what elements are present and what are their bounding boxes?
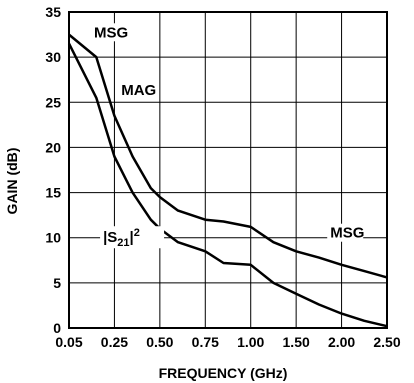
y-tick-label: 35 bbox=[45, 4, 61, 20]
plot-frame bbox=[68, 11, 388, 329]
x-tick-label: 2.50 bbox=[373, 334, 400, 350]
x-tick-label: 1.50 bbox=[283, 334, 310, 350]
series-line bbox=[67, 43, 388, 328]
x-axis-label: FREQUENCY (GHz) bbox=[159, 365, 288, 381]
y-axis-label: GAIN (dB) bbox=[4, 148, 20, 215]
annotations: MSG MAG MSG |S21|2 bbox=[90, 23, 364, 249]
annotation-background bbox=[118, 81, 155, 100]
s21-label-background bbox=[100, 226, 165, 249]
x-tick-label: 1.00 bbox=[237, 334, 264, 350]
series-layer bbox=[67, 33, 388, 328]
x-tick-label: 0.75 bbox=[192, 334, 219, 350]
y-tick-label: 5 bbox=[53, 275, 61, 291]
y-tick-label: 25 bbox=[45, 94, 61, 110]
y-tick-label: 10 bbox=[45, 230, 61, 246]
y-tick-label: 15 bbox=[45, 185, 61, 201]
y-tick-label: 20 bbox=[45, 139, 61, 155]
x-tick-label: 0.05 bbox=[55, 334, 82, 350]
y-tick-label: 0 bbox=[53, 320, 61, 336]
tick-labels: 0.05 0.25 0.50 0.75 1.00 1.50 2.00 2.50 0 5 10 15 20… bbox=[45, 4, 400, 350]
series-line bbox=[68, 33, 388, 279]
x-tick-label: 0.50 bbox=[146, 334, 173, 350]
x-tick-label: 2.00 bbox=[328, 334, 355, 350]
annotation-label: MSG bbox=[94, 24, 128, 41]
annotation-background bbox=[90, 23, 127, 42]
axes bbox=[68, 11, 388, 329]
annotation-label: MSG bbox=[330, 225, 364, 242]
s21-squared-label: |S21|2 bbox=[103, 227, 140, 249]
x-tick-label: 0.25 bbox=[101, 334, 128, 350]
grid bbox=[69, 12, 387, 328]
annotation-label: MAG bbox=[121, 82, 156, 99]
annotation-background bbox=[327, 223, 364, 242]
y-tick-label: 30 bbox=[45, 49, 61, 65]
